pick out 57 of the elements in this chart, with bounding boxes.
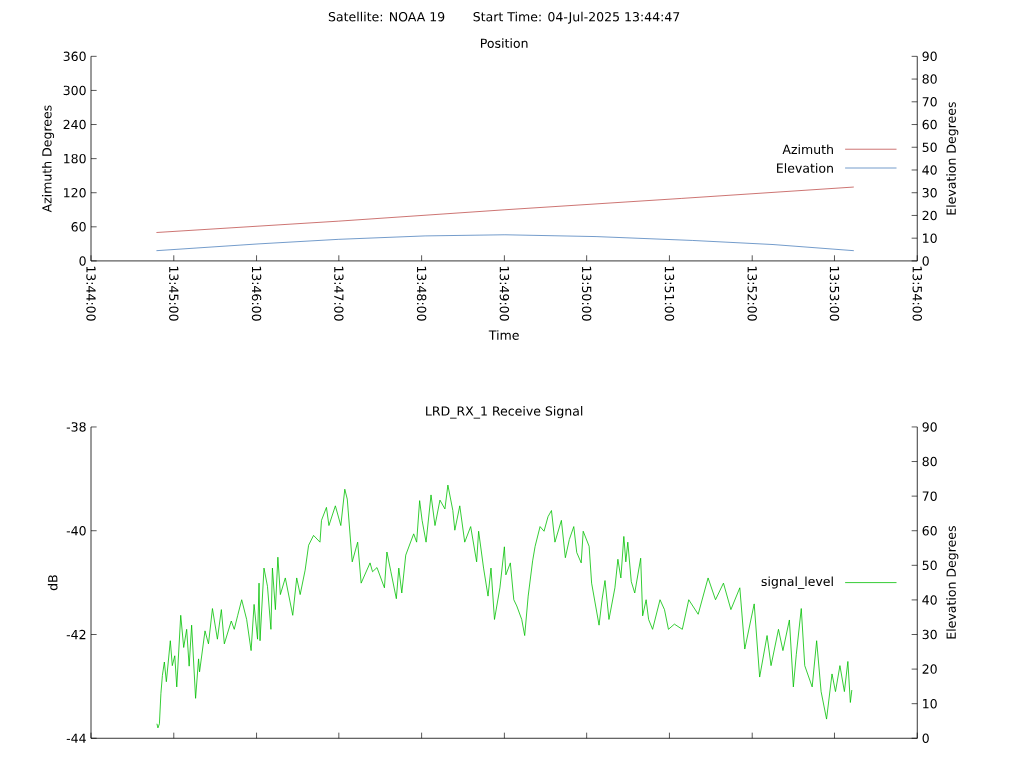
x-tick-label: 13:44:00 <box>86 266 96 321</box>
x-tick-label: 13:45:00 <box>169 266 179 321</box>
y2-tick-label: 60 <box>922 525 937 536</box>
y2-tick-label: 10 <box>923 698 937 709</box>
line-series <box>156 234 855 252</box>
y2-tick-label: 40 <box>922 595 937 605</box>
y2-tick-label: 70 <box>922 491 937 501</box>
y2-tick-label: 0 <box>922 256 929 266</box>
y-tick-label: -42 <box>66 629 86 640</box>
y2-tick-label: 90 <box>922 422 937 432</box>
legend-label: signal_level <box>761 576 833 589</box>
y-tick-label: 240 <box>63 119 86 130</box>
x-tick-label: 13:54:00 <box>912 266 922 321</box>
x-tick-label: 13:49:00 <box>499 266 510 321</box>
text: Start Time: 04-Jul-2025 13:44:47 <box>473 11 680 24</box>
y2-tick-label: 20 <box>922 664 937 674</box>
y2-axis-title: Elevation Degrees <box>946 526 959 639</box>
y2-axis-title: Elevation Degrees <box>946 102 959 215</box>
y2-tick-label: 90 <box>922 51 937 62</box>
x-tick-label: 13:51:00 <box>664 266 675 321</box>
y-axis-title: dB <box>47 575 58 591</box>
x-axis-title: Time <box>488 330 519 340</box>
y-tick-label: 0 <box>79 256 86 266</box>
text: Satellite: NOAA 19 <box>328 11 445 22</box>
line-series <box>156 484 853 729</box>
y2-tick-label: 30 <box>922 187 937 198</box>
y-tick-label: 180 <box>64 153 86 164</box>
x-tick-label: 13:48:00 <box>416 266 427 321</box>
y-tick-label: -44 <box>66 733 86 743</box>
y2-tick-label: 50 <box>922 142 937 152</box>
y-tick-label: 300 <box>63 85 86 96</box>
x-tick-label: 13:46:00 <box>251 266 262 321</box>
legend-label: Elevation <box>777 163 833 173</box>
y2-tick-label: 70 <box>922 97 937 107</box>
legend-label: Azimuth <box>782 144 833 155</box>
y-tick-label: 60 <box>71 222 86 232</box>
y2-tick-label: 20 <box>922 210 937 221</box>
y2-tick-label: 50 <box>922 560 937 571</box>
y-tick-label: 360 <box>63 51 86 62</box>
x-tick-label: 13:50:00 <box>581 266 592 321</box>
x-tick-label: 13:47:00 <box>334 266 344 321</box>
line-series <box>156 186 855 233</box>
y2-tick-label: 80 <box>922 74 937 84</box>
y-axis-title: Azimuth Degrees <box>41 105 55 213</box>
y2-tick-label: 30 <box>922 629 937 640</box>
x-tick-label: 13:52:00 <box>747 266 757 321</box>
y2-tick-label: 80 <box>922 456 937 467</box>
y2-tick-label: 0 <box>922 733 929 743</box>
y-tick-label: -40 <box>66 525 86 536</box>
y2-tick-label: 60 <box>922 119 937 130</box>
x-tick-label: 13:53:00 <box>829 266 840 321</box>
y2-tick-label: 10 <box>923 233 937 243</box>
y-tick-label: 120 <box>64 187 86 198</box>
y2-tick-label: 40 <box>922 165 937 175</box>
y-tick-label: -38 <box>66 422 86 432</box>
chart-title: LRD_RX_1 Receive Signal <box>426 406 583 419</box>
chart-title: Position <box>480 38 528 48</box>
